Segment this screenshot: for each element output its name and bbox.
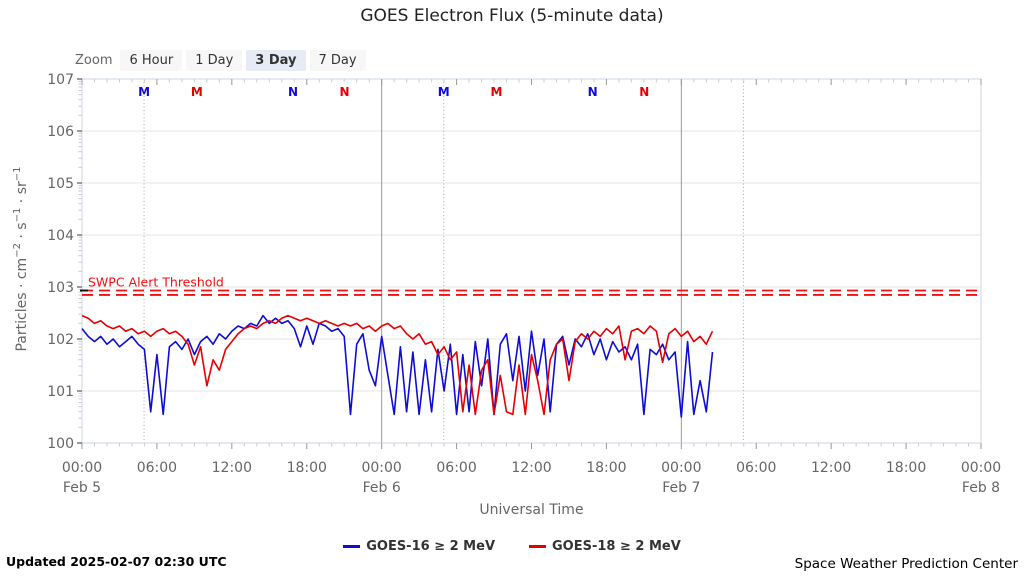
x-date-label: Feb 6 [363,480,401,496]
y-tick-label: 101 [47,384,74,400]
legend-line-icon [529,545,546,548]
x-tick-label: 12:00 [511,460,551,476]
series-line-goes-18 [81,314,714,416]
x-date-label: Feb 8 [962,480,1000,496]
x-date-label: Feb 5 [63,480,101,496]
y-tick-label: 104 [47,228,74,244]
updated-timestamp: Updated 2025-02-07 02:30 UTC [6,554,227,569]
legend-label: GOES-16 ≥ 2 MeV [366,539,495,554]
x-tick-label: 06:00 [436,460,476,476]
y-tick-label: 102 [47,332,74,348]
zoom-button-7-day[interactable]: 7 Day [309,50,366,71]
event-marker-n-goes-18: N [639,85,649,99]
y-tick-label: 103 [47,280,74,296]
legend-label: GOES-18 ≥ 2 MeV [552,539,681,554]
zoom-label: Zoom [75,52,113,68]
x-tick-label: 12:00 [811,460,851,476]
legend: GOES-16 ≥ 2 MeV GOES-18 ≥ 2 MeV [0,539,1024,554]
range-selector: Zoom 6 Hour 1 Day 3 Day 7 Day [75,49,370,71]
event-marker-m-goes-18: M [491,85,503,99]
x-tick-label: 00:00 [661,460,701,476]
zoom-button-3-day[interactable]: 3 Day [246,50,306,71]
zoom-button-6-hour[interactable]: 6 Hour [120,50,183,71]
x-tick-label: 18:00 [287,460,327,476]
chart-title: GOES Electron Flux (5-minute data) [360,6,664,26]
x-tick-label: 18:00 [886,460,926,476]
x-tick-label: 00:00 [961,460,1001,476]
threshold-label: SWPC Alert Threshold [88,275,224,290]
plot-border [81,78,982,444]
y-tick-label: 100 [47,436,74,452]
x-axis-title: Universal Time [479,502,584,518]
x-tick-label: 18:00 [586,460,626,476]
event-marker-m-goes-16: M [438,85,450,99]
x-tick-label: 06:00 [736,460,776,476]
x-tick-label: 00:00 [361,460,401,476]
zoom-button-1-day[interactable]: 1 Day [186,50,243,71]
event-marker-n-goes-16: N [288,85,298,99]
x-tick-label: 00:00 [62,460,102,476]
x-tick-label: 06:00 [137,460,177,476]
legend-item-goes-16[interactable]: GOES-16 ≥ 2 MeV [343,539,495,554]
event-marker-m-goes-16: M [138,85,150,99]
source-label: Space Weather Prediction Center [794,556,1018,572]
x-date-label: Feb 7 [662,480,700,496]
x-tick-label: 12:00 [212,460,252,476]
zoom-buttons-group: 6 Hour 1 Day 3 Day 7 Day [120,49,369,71]
event-marker-m-goes-18: M [191,85,203,99]
series-line-goes-16 [81,314,714,418]
event-marker-n-goes-18: N [340,85,350,99]
y-tick-label: 105 [47,176,74,192]
legend-item-goes-18[interactable]: GOES-18 ≥ 2 MeV [529,539,681,554]
y-tick-label: 107 [47,72,74,88]
legend-line-icon [343,545,361,548]
event-marker-n-goes-16: N [588,85,598,99]
y-tick-label: 106 [47,124,74,140]
